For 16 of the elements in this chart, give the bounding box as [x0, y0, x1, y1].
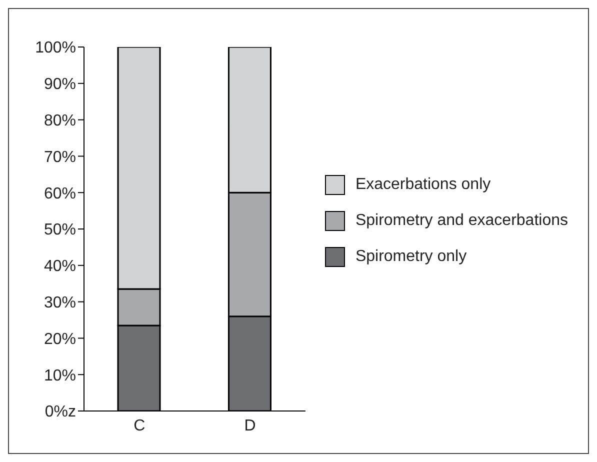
y-tick-label: 80%: [44, 112, 76, 130]
legend-label: Exacerbations only: [355, 176, 491, 194]
y-tick-label: 70%: [44, 148, 76, 166]
y-tick-label: 10%: [44, 367, 76, 384]
y-tick-label: 50%: [44, 222, 76, 239]
x-tick-label: C: [134, 417, 146, 434]
y-tick-label: 40%: [44, 258, 76, 276]
y-tick-label: 90%: [44, 76, 76, 94]
y-tick-label: 60%: [44, 185, 76, 202]
legend-label: Spirometry and exacerbations: [355, 212, 568, 230]
legend-label: Spirometry only: [355, 248, 467, 266]
y-tick-label: 100%: [35, 40, 76, 57]
y-tick-label: 0%z: [44, 404, 76, 421]
y-tick-label: 30%: [44, 294, 76, 312]
y-tick-label: 20%: [44, 330, 76, 348]
x-tick-label: D: [244, 417, 256, 434]
